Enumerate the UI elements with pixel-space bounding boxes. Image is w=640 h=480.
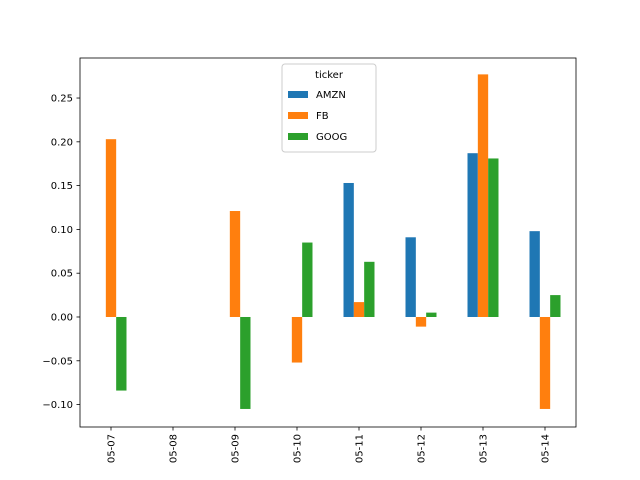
- legend: ticker AMZN FB GOOG: [281, 63, 377, 153]
- legend-title: ticker: [315, 70, 344, 81]
- bar-GOOG-05-07: [116, 316, 127, 391]
- y-tick-label: 0.05: [51, 269, 73, 280]
- bar-FB-05-14: [539, 316, 551, 409]
- x-tick-label: 05-09: [231, 434, 242, 463]
- legend-label-GOOG: GOOG: [316, 132, 347, 143]
- bar-AMZN-05-11: [343, 182, 354, 317]
- bar-FB-05-09: [229, 211, 241, 317]
- legend-swatch-AMZN: [288, 91, 308, 98]
- bar-GOOG-05-13: [488, 158, 499, 317]
- x-tick-label: 05-14: [541, 434, 552, 463]
- bar-GOOG-05-11: [364, 261, 375, 317]
- bar-FB-05-11: [353, 302, 365, 317]
- bar-AMZN-05-12: [405, 237, 416, 317]
- bar-FB-05-12: [415, 316, 427, 327]
- legend-swatch-FB: [288, 112, 308, 119]
- legend-label-FB: FB: [316, 111, 329, 122]
- bar-GOOG-05-10: [302, 242, 313, 317]
- bar-AMZN-05-14: [529, 231, 540, 317]
- legend-box: [281, 63, 377, 153]
- x-tick-label: 05-11: [355, 434, 366, 463]
- bar-AMZN-05-13: [467, 153, 478, 317]
- bar-FB-05-10: [291, 316, 303, 363]
- legend-swatch-GOOG: [288, 133, 308, 140]
- y-tick-label: −0.05: [42, 356, 73, 367]
- y-tick-label: 0.00: [51, 312, 73, 323]
- y-tick-label: 0.15: [51, 181, 73, 192]
- bar-GOOG-05-12: [426, 312, 437, 317]
- x-tick-label: 05-07: [107, 434, 118, 463]
- bar-GOOG-05-14: [550, 295, 561, 317]
- legend-label-AMZN: AMZN: [316, 90, 346, 101]
- bar-FB-05-13: [477, 74, 489, 317]
- y-tick-label: 0.25: [51, 94, 73, 105]
- bar-GOOG-05-09: [240, 316, 251, 409]
- x-tick-label: 05-10: [293, 434, 304, 463]
- y-tick-label: −0.10: [42, 400, 73, 411]
- x-tick-label: 05-08: [169, 434, 180, 463]
- x-tick-label: 05-13: [479, 434, 490, 463]
- plot-frame: [79, 57, 577, 428]
- bar-FB-05-07: [105, 139, 117, 317]
- y-tick-label: 0.20: [51, 137, 73, 148]
- x-tick-label: 05-12: [417, 434, 428, 463]
- y-tick-label: 0.10: [51, 225, 73, 236]
